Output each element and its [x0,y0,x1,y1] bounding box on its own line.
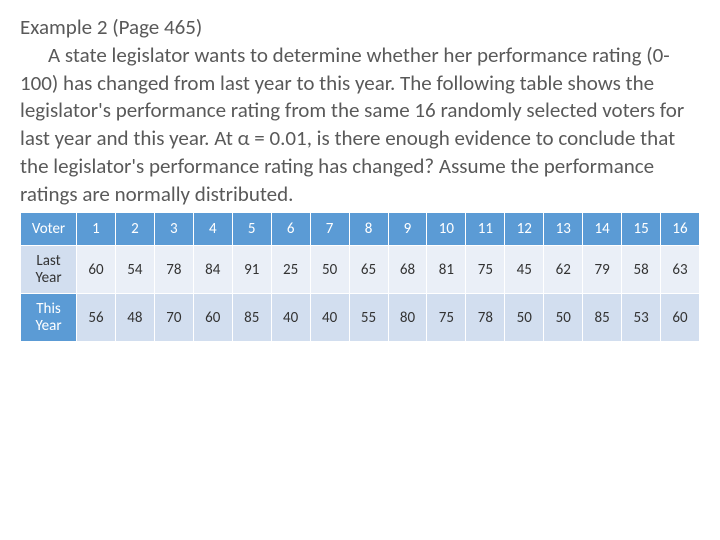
table-corner-cell: Voter [21,213,77,246]
cell: 60 [193,294,232,342]
cell: 84 [193,246,232,294]
col-header: 13 [544,213,583,246]
cell: 78 [466,294,505,342]
cell: 40 [271,294,310,342]
cell: 25 [271,246,310,294]
cell: 54 [115,246,154,294]
col-header: 6 [271,213,310,246]
col-header: 11 [466,213,505,246]
row-label-last-year: Last Year [21,246,77,294]
cell: 50 [544,294,583,342]
cell: 58 [622,246,661,294]
table-row: Last Year 60 54 78 84 91 25 50 65 68 81 … [21,246,700,294]
cell: 60 [77,246,116,294]
cell: 63 [661,246,700,294]
example-title: Example 2 (Page 465) [20,14,700,40]
col-header: 2 [115,213,154,246]
cell: 70 [154,294,193,342]
cell: 40 [310,294,349,342]
cell: 50 [310,246,349,294]
col-header: 4 [193,213,232,246]
cell: 91 [232,246,271,294]
cell: 50 [505,294,544,342]
problem-statement: A state legislator wants to determine wh… [20,42,700,208]
cell: 68 [388,246,427,294]
table-header-row: Voter 1 2 3 4 5 6 7 8 9 10 11 12 13 14 1… [21,213,700,246]
cell: 75 [427,294,466,342]
cell: 81 [427,246,466,294]
col-header: 15 [622,213,661,246]
col-header: 14 [583,213,622,246]
cell: 53 [622,294,661,342]
table-row: This Year 56 48 70 60 85 40 40 55 80 75 … [21,294,700,342]
col-header: 8 [349,213,388,246]
cell: 62 [544,246,583,294]
cell: 85 [232,294,271,342]
col-header: 10 [427,213,466,246]
cell: 79 [583,246,622,294]
cell: 75 [466,246,505,294]
col-header: 1 [77,213,116,246]
cell: 55 [349,294,388,342]
row-label-this-year: This Year [21,294,77,342]
col-header: 5 [232,213,271,246]
col-header: 16 [661,213,700,246]
col-header: 7 [310,213,349,246]
col-header: 9 [388,213,427,246]
ratings-table: Voter 1 2 3 4 5 6 7 8 9 10 11 12 13 14 1… [20,212,700,342]
cell: 56 [77,294,116,342]
cell: 48 [115,294,154,342]
cell: 45 [505,246,544,294]
col-header: 12 [505,213,544,246]
cell: 65 [349,246,388,294]
cell: 80 [388,294,427,342]
cell: 60 [661,294,700,342]
cell: 78 [154,246,193,294]
cell: 85 [583,294,622,342]
col-header: 3 [154,213,193,246]
